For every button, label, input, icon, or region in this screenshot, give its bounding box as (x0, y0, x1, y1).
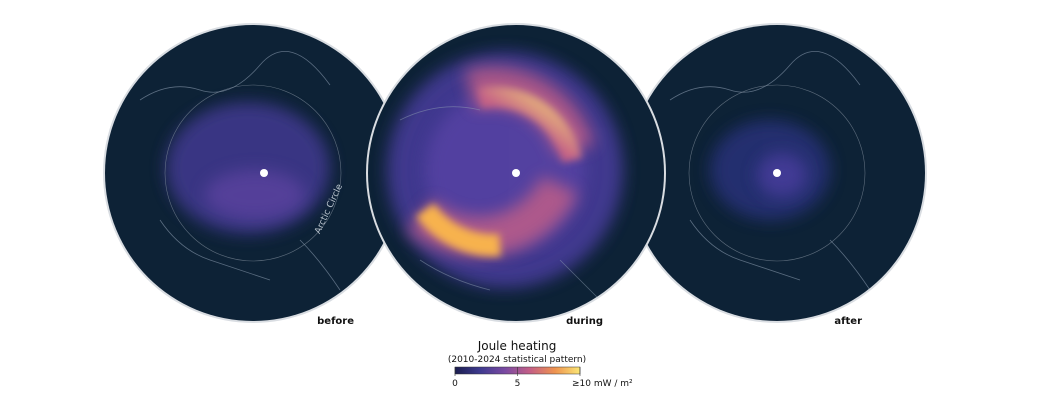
map-after (627, 23, 927, 323)
map-before (103, 23, 403, 323)
panel-label: before (317, 316, 354, 327)
panel-label: during (566, 316, 603, 327)
colorbar-tick-label: 0 (452, 379, 458, 389)
colorbar-subtitle: (2010-2024 statistical pattern) (448, 355, 586, 365)
colorbar-title: Joule heating (477, 339, 557, 353)
colorbar-tick-label: 5 (515, 379, 521, 389)
colorbar-tick-label: ≥10 mW / m² (572, 379, 633, 389)
panel-label: after (834, 316, 862, 327)
map-during (366, 23, 666, 323)
